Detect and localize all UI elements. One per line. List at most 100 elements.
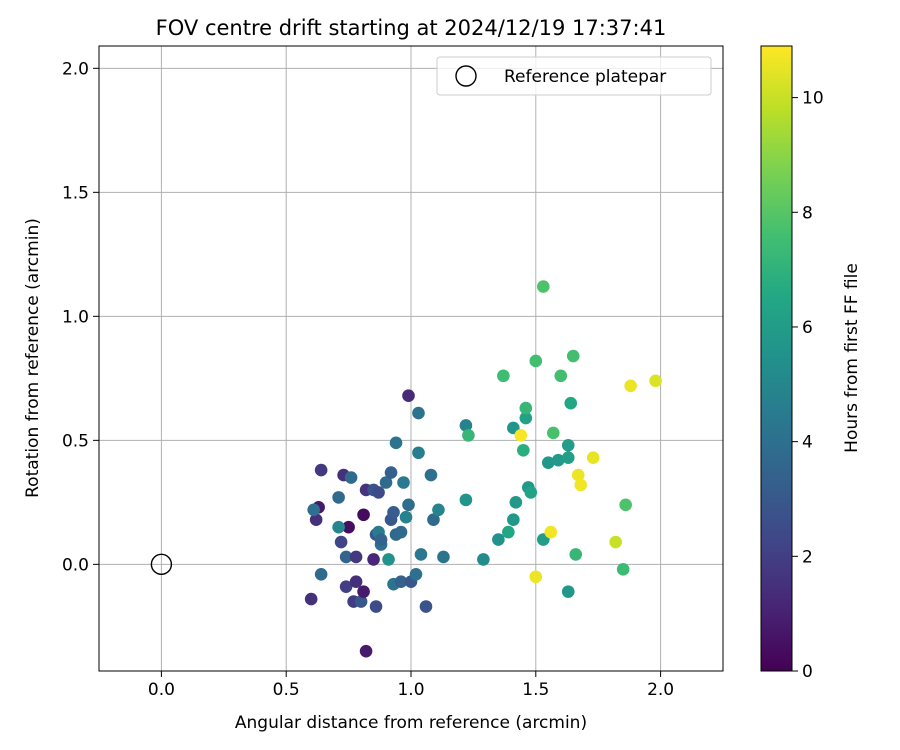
y-tick-label: 2.0	[62, 59, 89, 79]
reference-platepar-marker	[150, 553, 173, 576]
data-point	[424, 468, 438, 482]
data-point	[382, 553, 395, 566]
legend-reference-marker	[455, 65, 477, 87]
data-point	[304, 592, 318, 606]
x-axis-label: Angular distance from reference (arcmin)	[235, 713, 587, 733]
data-point	[402, 389, 415, 403]
data-point	[432, 503, 445, 517]
data-point	[339, 550, 353, 564]
data-point	[561, 585, 575, 598]
legend: Reference platepar	[436, 56, 712, 96]
colorbar-label: Hours from first FF file	[842, 263, 862, 453]
x-tick-label: 2.0	[647, 680, 674, 700]
data-point	[541, 456, 555, 469]
data-point	[402, 498, 415, 512]
data-point	[574, 478, 588, 492]
data-point	[546, 426, 560, 440]
data-point	[314, 463, 328, 477]
data-point	[524, 486, 538, 499]
data-point	[509, 496, 523, 509]
data-point	[569, 548, 583, 561]
colorbar-tick-label: 8	[802, 203, 813, 223]
data-point	[339, 580, 353, 593]
reference-marker-layer	[150, 553, 173, 576]
data-point	[412, 406, 425, 420]
data-point	[477, 553, 490, 566]
data-point	[387, 505, 400, 519]
data-point	[566, 349, 580, 363]
colorbar-tick-label: 2	[802, 547, 813, 567]
y-tick-label: 1.0	[62, 307, 89, 327]
data-point	[649, 374, 662, 388]
data-point	[342, 520, 355, 534]
data-point	[359, 644, 373, 658]
colorbar-tick-label: 6	[802, 318, 813, 338]
data-point	[492, 533, 505, 546]
data-point	[409, 567, 423, 581]
data-point	[514, 429, 528, 442]
data-point	[419, 600, 433, 613]
data-point	[414, 548, 428, 561]
data-point	[616, 563, 630, 576]
data-point	[437, 550, 450, 564]
data-point	[571, 468, 585, 482]
data-point	[586, 451, 600, 465]
data-point	[397, 476, 410, 489]
y-tick-label: 1.5	[62, 183, 89, 203]
colorbar-tick-label: 4	[802, 433, 813, 453]
data-point	[394, 525, 408, 539]
colorbar-tick-label: 10	[802, 89, 824, 109]
chart-title: FOV centre drift starting at 2024/12/19 …	[156, 16, 667, 40]
data-point	[551, 453, 565, 467]
data-point	[389, 436, 403, 450]
x-tick-label: 0.5	[273, 680, 300, 700]
data-point	[529, 354, 543, 368]
data-point	[344, 471, 358, 484]
data-point	[459, 493, 473, 507]
data-point	[561, 451, 575, 465]
data-point	[369, 600, 383, 613]
data-point	[334, 535, 348, 549]
data-point	[502, 525, 515, 539]
data-point	[384, 466, 398, 479]
data-point	[332, 491, 345, 504]
data-point	[349, 575, 363, 589]
data-point	[379, 476, 393, 489]
data-point	[357, 585, 370, 598]
y-tick-label: 0.5	[62, 431, 89, 451]
data-point	[314, 567, 328, 581]
data-point	[372, 486, 385, 499]
data-point	[354, 595, 368, 608]
data-point	[462, 429, 475, 442]
points-layer	[304, 280, 662, 658]
data-point	[374, 533, 388, 546]
data-point	[624, 379, 637, 393]
y-axis-label: Rotation from reference (arcmin)	[23, 218, 43, 498]
data-point	[357, 508, 370, 522]
data-point	[519, 411, 533, 425]
data-point	[529, 570, 543, 584]
data-point	[307, 503, 320, 517]
data-point	[412, 446, 425, 460]
data-point	[394, 575, 408, 589]
legend-box	[436, 56, 712, 96]
data-point	[349, 550, 363, 564]
colorbar-ticks: 0 2 4 6 8 10	[792, 89, 824, 682]
x-axis-ticks: 0.0 0.5 1.0 1.5 2.0	[148, 671, 674, 700]
x-tick-label: 1.5	[522, 680, 549, 700]
data-point	[367, 553, 380, 566]
data-point	[609, 535, 622, 549]
data-point	[399, 510, 413, 524]
data-point	[309, 513, 323, 527]
data-point	[507, 513, 520, 527]
data-point	[554, 369, 568, 383]
colorbar	[760, 45, 793, 672]
data-point	[332, 520, 345, 534]
data-point	[544, 525, 558, 539]
legend-entry-reference: Reference platepar	[504, 67, 666, 87]
data-point	[619, 498, 632, 512]
x-tick-label: 0.0	[148, 680, 175, 700]
data-point	[517, 443, 530, 457]
data-point	[459, 419, 473, 432]
